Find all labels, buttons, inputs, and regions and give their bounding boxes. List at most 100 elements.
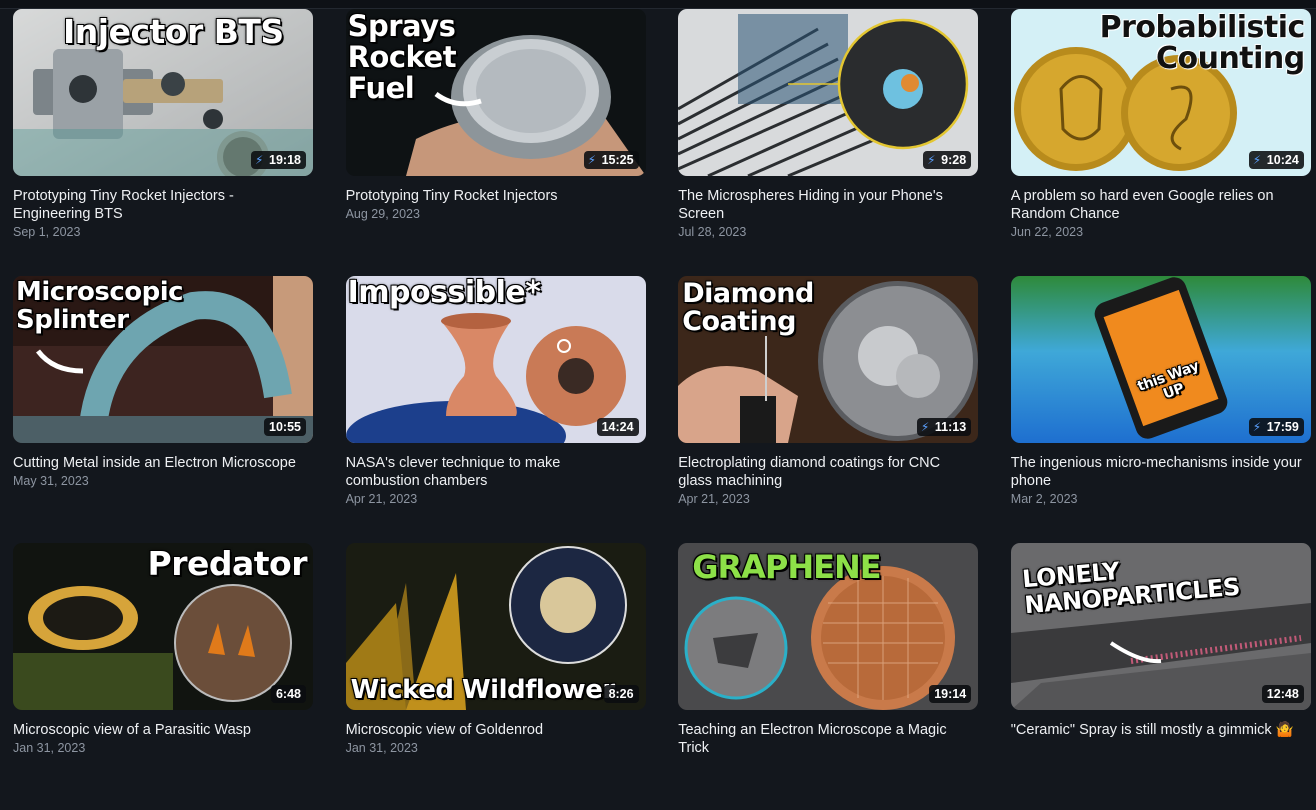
video-title[interactable]: The Microspheres Hiding in your Phone's … [678,188,943,222]
duration-text: 10:24 [1266,153,1299,167]
video-meta: Prototyping Tiny Rocket Injectors Aug 29… [346,176,638,223]
video-title[interactable]: Prototyping Tiny Rocket Injectors - Engi… [13,188,234,222]
video-title[interactable]: Microscopic view of Goldenrod [345,722,544,738]
duration-badge: ⚡ 15:25 [583,151,639,169]
duration-text: 14:24 [601,420,634,434]
video-title[interactable]: Prototyping Tiny Rocket Injectors [345,188,558,204]
thumbnail-art [1010,276,1311,443]
duration-text: 10:55 [269,420,301,434]
video-card[interactable]: Impossible* 14:24 NASA's clever techniqu… [345,276,646,543]
lightning-bolt-icon: ⚡ [255,153,264,167]
video-thumbnail[interactable]: Wicked Wildflower 8:26 [345,543,646,710]
thumbnail-art [678,276,979,443]
video-title[interactable]: Cutting Metal inside an Electron Microsc… [13,455,296,471]
thumbnail-art [1010,543,1311,710]
video-thumbnail[interactable]: Sprays Rocket Fuel ⚡ 15:25 [345,9,646,176]
video-meta: NASA's clever technique to make combusti… [346,443,638,508]
video-title[interactable]: A problem so hard even Google relies on … [1010,188,1274,222]
video-title[interactable]: Teaching an Electron Microscope a Magic … [678,722,947,756]
thumbnail-art [1010,9,1311,176]
video-thumbnail[interactable]: this Way UP ⚡ 17:59 [1010,276,1311,443]
top-bar [0,0,1316,9]
video-card[interactable]: ⚡ 9:28 The Microspheres Hiding in your P… [678,9,979,276]
video-card[interactable]: LONELY NANOPARTICLES 12:48 "Ceramic" Spr… [1010,543,1311,810]
thumbnail-overlay-text: Injector BTS [63,12,284,51]
thumbnail-overlay-text: Impossible* [347,276,541,310]
video-thumbnail[interactable]: Injector BTS ⚡ 19:18 [13,9,313,176]
thumbnail-art [13,276,313,443]
thumbnail-art [345,9,646,176]
thumbnail-overlay-text: Predator [147,544,308,583]
video-meta: "Ceramic" Spray is still mostly a gimmic… [1011,710,1303,739]
duration-badge: 8:26 [603,685,639,703]
lightning-bolt-icon: ⚡ [1252,420,1262,434]
thumbnail-overlay-text: Sprays Rocket Fuel [347,9,457,105]
duration-text: 19:14 [934,687,967,701]
duration-badge: ⚡ 10:24 [1248,151,1304,169]
duration-badge: 14:24 [596,418,639,436]
thumbnail-overlay-text: GRAPHENE [692,548,881,586]
video-meta: Prototyping Tiny Rocket Injectors - Engi… [13,176,305,241]
video-thumbnail[interactable]: Impossible* 14:24 [345,276,646,443]
duration-badge: ⚡ 9:28 [923,151,972,169]
lightning-bolt-icon: ⚡ [920,420,930,434]
video-date: May 31, 2023 [13,474,89,488]
video-card[interactable]: Wicked Wildflower 8:26 Microscopic view … [345,543,646,810]
video-title[interactable]: NASA's clever technique to make combusti… [345,455,561,489]
video-card[interactable]: Microscopic Splinter 10:55 Cutting Metal… [13,276,313,543]
video-thumbnail[interactable]: Probabilistic Counting ⚡ 10:24 [1010,9,1311,176]
thumbnail-art [678,9,979,176]
video-meta: The ingenious micro-mechanisms inside yo… [1011,443,1303,508]
video-card[interactable]: Probabilistic Counting ⚡ 10:24 A problem… [1010,9,1311,276]
video-date: Sep 1, 2023 [13,225,81,239]
video-title[interactable]: Electroplating diamond coatings for CNC … [678,455,941,489]
video-card[interactable]: Sprays Rocket Fuel ⚡ 15:25 Prototyping T… [345,9,646,276]
duration-badge: ⚡ 19:18 [251,151,306,169]
video-thumbnail[interactable]: ⚡ 9:28 [678,9,979,176]
video-title[interactable]: Microscopic view of a Parasitic Wasp [13,722,251,738]
duration-badge: 12:48 [1261,685,1304,703]
video-card[interactable]: this Way UP ⚡ 17:59 The ingenious micro-… [1010,276,1311,543]
thumbnail-overlay-text: Probabilistic Counting [1099,10,1306,76]
video-meta: The Microspheres Hiding in your Phone's … [678,176,970,241]
lightning-bolt-icon: ⚡ [927,153,936,167]
video-card[interactable]: Injector BTS ⚡ 19:18 Prototyping Tiny Ro… [13,9,313,276]
duration-text: 15:25 [601,153,634,167]
thumbnail-overlay-text: Wicked Wildflower [350,675,616,705]
video-meta: Electroplating diamond coatings for CNC … [678,443,970,508]
thumbnail-art [345,276,646,443]
video-thumbnail[interactable]: Microscopic Splinter 10:55 [13,276,313,443]
thumbnail-art [345,543,646,710]
duration-badge: ⚡ 17:59 [1248,418,1304,436]
video-card[interactable]: Diamond Coating ⚡ 11:13 Electroplating d… [678,276,979,543]
video-date: Jan 31, 2023 [13,741,86,755]
video-meta: Microscopic view of Goldenrod Jan 31, 20… [346,710,638,757]
duration-text: 11:13 [934,420,967,434]
video-thumbnail[interactable]: Predator 6:48 [13,543,313,710]
duration-text: 12:48 [1266,687,1299,701]
duration-text: 9:28 [941,153,967,167]
duration-text: 8:26 [608,687,634,701]
video-title[interactable]: The ingenious micro-mechanisms inside yo… [1010,455,1302,489]
video-card[interactable]: Predator 6:48 Microscopic view of a Para… [13,543,313,810]
video-grid: Injector BTS ⚡ 19:18 Prototyping Tiny Ro… [13,9,1311,810]
video-meta: Microscopic view of a Parasitic Wasp Jan… [13,710,305,757]
video-title[interactable]: "Ceramic" Spray is still mostly a gimmic… [1010,722,1294,738]
thumbnail-overlay-text: Microscopic Splinter [16,277,184,335]
video-date: Apr 21, 2023 [678,492,750,506]
lightning-bolt-icon: ⚡ [587,153,597,167]
video-date: Jan 31, 2023 [345,741,418,755]
thumbnail-art [13,543,313,710]
lightning-bolt-icon: ⚡ [1252,153,1262,167]
video-card[interactable]: GRAPHENE 19:14 Teaching an Electron Micr… [678,543,979,810]
video-date: Mar 2, 2023 [1010,492,1078,506]
video-thumbnail[interactable]: Diamond Coating ⚡ 11:13 [678,276,979,443]
video-thumbnail[interactable]: LONELY NANOPARTICLES 12:48 [1010,543,1311,710]
video-thumbnail[interactable]: GRAPHENE 19:14 [678,543,979,710]
video-meta: Teaching an Electron Microscope a Magic … [678,710,970,757]
duration-badge: ⚡ 11:13 [916,418,972,436]
video-date: Aug 29, 2023 [345,207,420,221]
thumbnail-overlay-text: Diamond Coating [682,278,814,337]
duration-badge: 6:48 [270,685,306,703]
duration-badge: 10:55 [264,418,306,436]
